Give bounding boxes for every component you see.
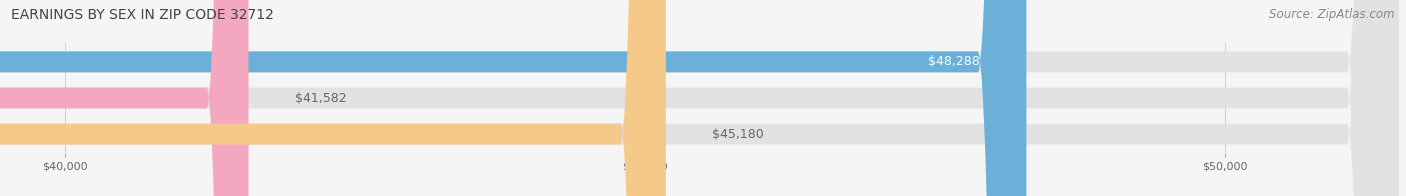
Text: EARNINGS BY SEX IN ZIP CODE 32712: EARNINGS BY SEX IN ZIP CODE 32712 bbox=[11, 8, 274, 22]
Text: $48,288: $48,288 bbox=[928, 55, 980, 68]
FancyBboxPatch shape bbox=[0, 0, 249, 196]
Text: Source: ZipAtlas.com: Source: ZipAtlas.com bbox=[1270, 8, 1395, 21]
FancyBboxPatch shape bbox=[0, 0, 666, 196]
FancyBboxPatch shape bbox=[0, 0, 1026, 196]
Text: $45,180: $45,180 bbox=[713, 128, 763, 141]
Text: $41,582: $41,582 bbox=[295, 92, 346, 104]
